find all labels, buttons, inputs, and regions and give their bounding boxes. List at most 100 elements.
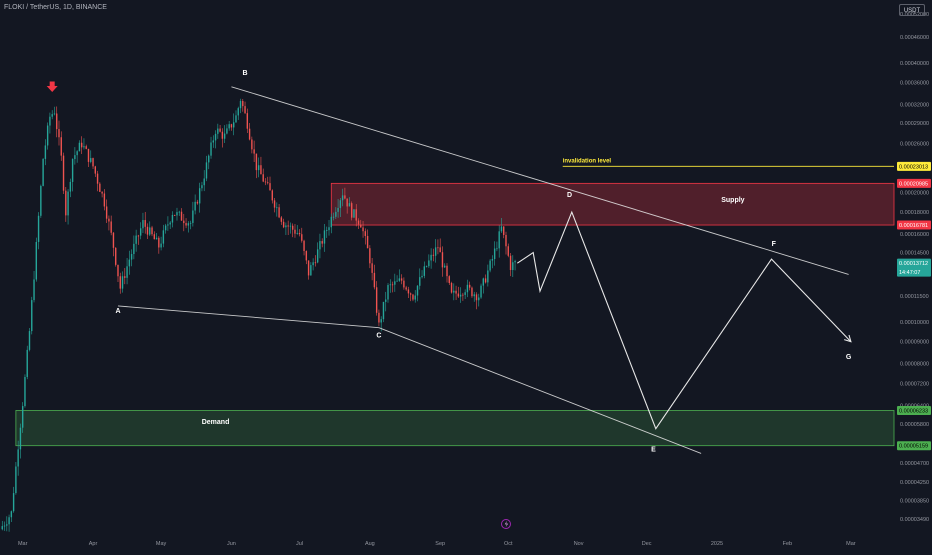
candle[interactable] [434,247,437,256]
candle[interactable] [409,293,412,295]
candle[interactable] [276,207,278,209]
candle[interactable] [126,266,128,278]
candle[interactable] [330,216,332,228]
candle[interactable] [439,247,441,253]
candle[interactable] [364,231,367,237]
candle[interactable] [142,220,144,229]
candle[interactable] [40,185,42,216]
candle[interactable] [164,225,167,231]
candle[interactable] [146,226,149,235]
candle[interactable] [403,280,405,288]
candle[interactable] [85,146,87,149]
candle[interactable] [264,181,267,183]
candle[interactable] [65,190,67,216]
candle[interactable] [233,122,235,128]
candle[interactable] [339,200,342,208]
candle[interactable] [459,294,462,297]
candle[interactable] [314,262,317,264]
candle[interactable] [26,349,28,377]
projection-path[interactable] [516,210,852,430]
candle[interactable] [450,282,453,293]
candle[interactable] [271,190,273,201]
candle[interactable] [353,209,355,218]
candle[interactable] [167,224,169,226]
candle[interactable] [421,275,423,278]
candle[interactable] [235,115,237,123]
candle[interactable] [174,214,176,216]
candle[interactable] [180,211,183,221]
candle[interactable] [344,195,346,199]
candle[interactable] [387,285,389,300]
candle[interactable] [151,227,153,235]
candle[interactable] [194,201,196,211]
candle[interactable] [362,227,364,232]
candle[interactable] [337,207,339,212]
candle[interactable] [51,114,53,117]
candle[interactable] [441,252,444,268]
candle[interactable] [296,232,298,234]
candle[interactable] [117,264,119,277]
candle[interactable] [262,174,264,182]
candle[interactable] [369,248,371,264]
candle[interactable] [280,217,283,222]
candle[interactable] [475,294,478,301]
candle[interactable] [378,312,380,323]
candle[interactable] [312,262,314,266]
candle[interactable] [119,276,121,289]
candle[interactable] [92,158,94,167]
candle[interactable] [407,289,410,294]
candle[interactable] [375,287,378,313]
candle[interactable] [223,133,226,139]
candle[interactable] [512,262,514,271]
candle[interactable] [149,227,151,235]
candle[interactable] [205,162,208,179]
candle[interactable] [298,232,301,235]
candle[interactable] [28,331,31,350]
candle[interactable] [489,260,491,271]
candle[interactable] [133,243,135,255]
candle[interactable] [246,113,249,129]
candle[interactable] [498,231,500,249]
candle[interactable] [108,218,110,222]
candle[interactable] [171,214,174,223]
candle[interactable] [130,254,133,260]
candle[interactable] [183,220,185,224]
candle[interactable] [509,255,512,271]
candle[interactable] [500,226,503,232]
candle[interactable] [244,106,246,114]
candle[interactable] [382,301,385,320]
candle[interactable] [289,225,292,227]
candle[interactable] [217,128,219,134]
candle[interactable] [160,243,162,248]
candle[interactable] [321,241,323,244]
candle[interactable] [6,524,8,526]
candle[interactable] [464,292,466,295]
candle[interactable] [484,278,487,283]
candle[interactable] [210,142,212,156]
candle[interactable] [462,294,464,296]
candle[interactable] [230,124,233,128]
candle[interactable] [425,266,428,267]
trend-line-1[interactable] [231,86,849,275]
candle[interactable] [444,265,446,268]
candle[interactable] [253,149,255,154]
candle[interactable] [294,229,296,234]
candle[interactable] [49,116,51,126]
candle[interactable] [455,290,457,294]
candle[interactable] [144,220,146,227]
candle[interactable] [453,290,455,293]
candle[interactable] [33,279,35,301]
candle[interactable] [112,232,115,248]
candle[interactable] [419,277,421,286]
candle[interactable] [214,133,217,141]
candle[interactable] [208,155,210,163]
candle[interactable] [58,129,60,138]
candle[interactable] [196,201,199,204]
candle[interactable] [278,207,280,218]
candle[interactable] [428,260,430,267]
candle[interactable] [482,278,485,286]
demand-zone[interactable] [15,410,895,447]
candle[interactable] [76,151,78,156]
candle[interactable] [478,297,480,301]
candle[interactable] [12,493,15,512]
